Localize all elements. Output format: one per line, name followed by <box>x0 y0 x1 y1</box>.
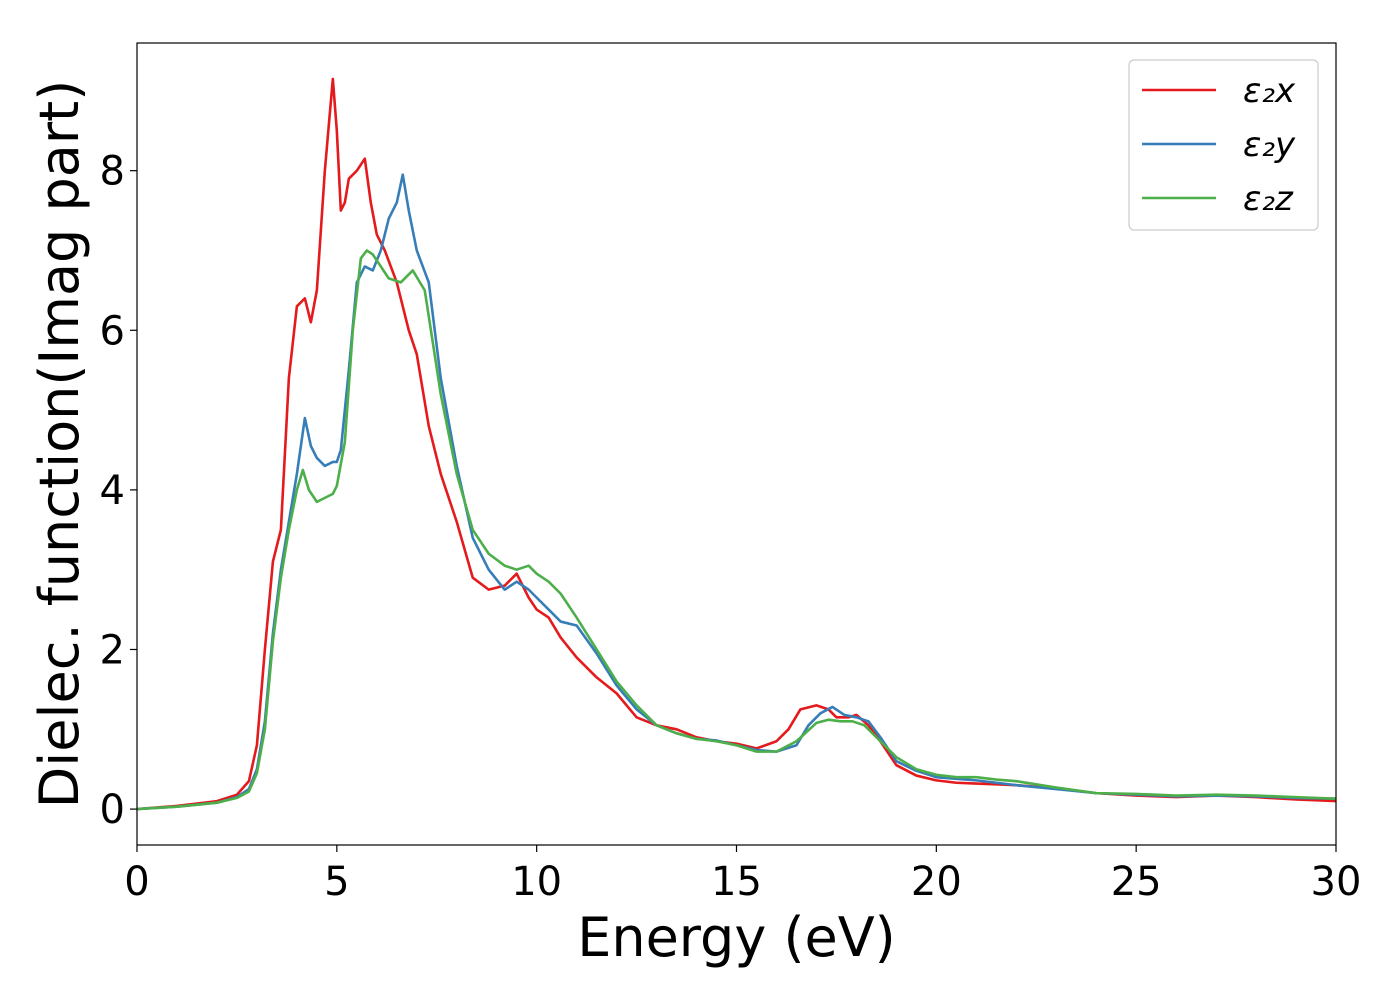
y-axis-label: Dielec. function(Imag part) <box>28 80 91 809</box>
x-tick-label: 25 <box>1111 859 1162 905</box>
legend-label: ε₂x <box>1243 71 1296 111</box>
x-tick-label: 15 <box>711 859 762 905</box>
legend: ε₂x ε₂y ε₂z <box>1128 59 1319 231</box>
x-tick-label: 20 <box>911 859 962 905</box>
series-line-1 <box>137 173 1336 811</box>
x-axis-label: Energy (eV) <box>577 906 896 969</box>
legend-label: ε₂z <box>1243 179 1294 219</box>
y-tick-label: 2 <box>100 627 125 673</box>
series-line-2 <box>137 249 1336 811</box>
x-axis-ticks: 0 5 10 15 20 25 30 <box>124 845 1361 905</box>
y-tick-label: 4 <box>100 468 125 514</box>
x-tick-label: 10 <box>511 859 562 905</box>
plot-area <box>137 77 1336 811</box>
y-tick-label: 0 <box>100 787 125 833</box>
x-tick-label: 30 <box>1311 859 1362 905</box>
y-tick-label: 6 <box>100 308 125 354</box>
legend-label: ε₂y <box>1243 125 1296 165</box>
legend-box <box>1128 59 1319 231</box>
series-line-0 <box>137 77 1336 811</box>
x-tick-label: 5 <box>324 859 349 905</box>
x-tick-label: 0 <box>124 859 149 905</box>
y-tick-label: 8 <box>100 149 125 195</box>
y-axis-ticks: 0 2 4 6 8 <box>100 149 137 833</box>
